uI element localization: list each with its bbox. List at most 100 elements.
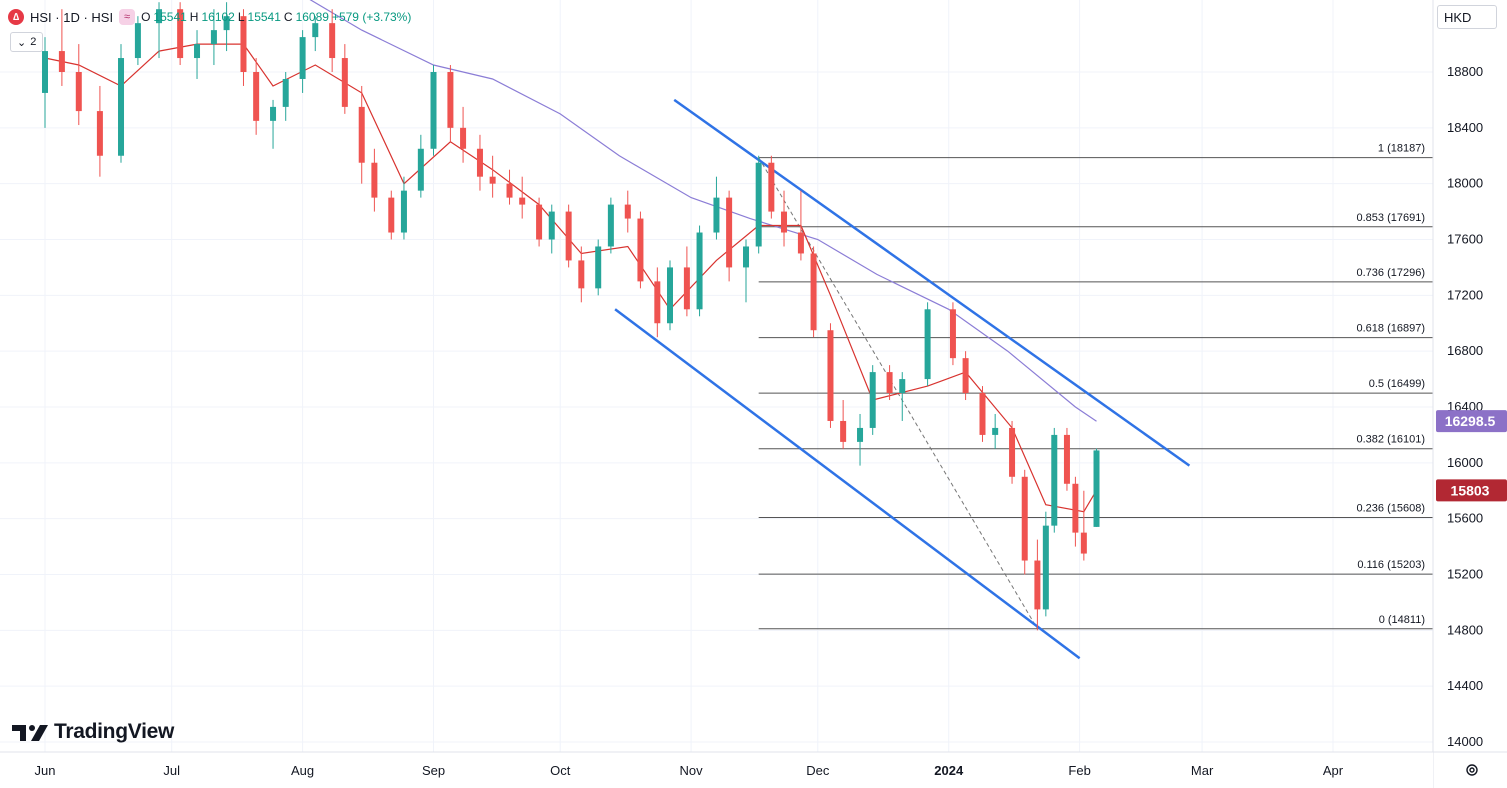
candle-body	[869, 372, 876, 428]
candle-down	[827, 323, 834, 428]
candle-up	[713, 176, 720, 240]
price-tick-label: 17600	[1447, 232, 1483, 247]
time-tick-label: 2024	[934, 763, 964, 778]
candle-up	[223, 2, 230, 52]
candle-up	[857, 413, 864, 466]
fib-level-label: 0 (14811)	[1379, 614, 1425, 626]
tradingview-logo-icon	[12, 725, 48, 741]
price-tick-label: 15200	[1447, 567, 1483, 582]
candle-down	[1009, 420, 1016, 484]
fib-level-label: 1 (18187)	[1378, 143, 1425, 155]
candle-body	[548, 211, 555, 240]
candle-body	[489, 176, 496, 184]
candle-body	[840, 420, 847, 442]
change-value: +579 (+3.73%)	[331, 10, 412, 24]
fib-level-label: 0.5 (16499)	[1369, 378, 1425, 390]
ohlc-values: O 15541 H 16102 L 15541 C 16089 +579 (+3.73%…	[141, 10, 411, 24]
candle-up	[1093, 448, 1100, 527]
candle-down	[460, 106, 467, 163]
open-key: O	[141, 10, 151, 24]
chart-legend: ∆ HSI · 1D · HSI ≈ O 15541 H 16102 L 15541 …	[8, 6, 411, 28]
candle-body	[118, 58, 125, 156]
candle-up	[210, 9, 217, 66]
candle-body	[341, 58, 348, 107]
candle-body	[519, 197, 526, 205]
candle-down	[565, 204, 572, 268]
candle-body	[827, 330, 834, 421]
fib-level-label: 0.116 (15203)	[1357, 559, 1425, 571]
candle-body	[696, 232, 703, 310]
candle-body	[713, 197, 720, 233]
candle-body	[899, 379, 906, 394]
candle-body	[578, 260, 585, 289]
candle-down	[1080, 490, 1087, 561]
candle-up	[743, 239, 750, 303]
candle-body	[253, 72, 260, 121]
symbol-title[interactable]: HSI · 1D · HSI	[30, 9, 114, 25]
candle-body	[654, 281, 661, 324]
candle-up	[194, 30, 201, 79]
candle-down	[506, 169, 513, 205]
price-tick-label: 16000	[1447, 455, 1483, 470]
candle-body	[726, 197, 733, 268]
settings-gear-icon[interactable]	[1462, 760, 1482, 780]
symbol-logo-icon: ∆	[8, 9, 24, 25]
candle-up	[992, 413, 999, 449]
candle-body	[506, 183, 513, 198]
price-tag-background	[1436, 410, 1507, 433]
ma-slow-line	[309, 0, 1097, 422]
candle-down	[768, 155, 775, 219]
candle-up	[924, 302, 931, 387]
candle-body	[417, 148, 424, 191]
candle-up	[696, 225, 703, 317]
fib-retracement[interactable]: 1 (18187) 0.853 (17691) 0.736 (17296) 0.618…	[758, 143, 1433, 630]
candle-down	[96, 85, 103, 177]
candle-body	[312, 23, 319, 38]
tradingview-logo-text: TradingView	[54, 720, 175, 743]
price-tick-label: 18800	[1447, 64, 1483, 79]
candle-down	[726, 190, 733, 282]
fib-level-label: 0.853 (17691)	[1357, 212, 1426, 224]
candle-up	[118, 44, 125, 163]
candle-body	[781, 211, 788, 233]
time-tick-label: Apr	[1323, 763, 1344, 778]
close-value: 16089	[295, 10, 329, 24]
ma-fast-line	[44, 43, 1098, 513]
candle-down	[177, 2, 184, 66]
candle-body	[768, 162, 775, 212]
candle-down	[683, 246, 690, 317]
candle-body	[924, 309, 931, 380]
candle-body	[624, 204, 631, 219]
candle-body	[565, 211, 572, 261]
candle-body	[400, 190, 407, 233]
price-tick-label: 14800	[1447, 622, 1483, 637]
tradingview-logo[interactable]: TradingView	[12, 720, 174, 744]
channel-upper-line	[673, 98, 1191, 467]
candle-down	[341, 44, 348, 114]
indicator-icon[interactable]: ≈	[119, 9, 136, 25]
candle-body	[270, 106, 277, 121]
candle-body	[177, 9, 184, 59]
candle-down	[1063, 427, 1070, 491]
candle-up	[417, 134, 424, 198]
candle-body	[447, 72, 454, 128]
open-value: 15541	[153, 10, 187, 24]
fib-level-label: 0.382 (16101)	[1357, 434, 1426, 446]
price-tick-label: 14400	[1447, 678, 1483, 693]
candle-body	[1021, 476, 1028, 561]
candle-body	[992, 427, 999, 435]
time-tick-label: Jul	[163, 763, 180, 778]
chevron-down-icon: ⌄	[17, 36, 27, 49]
indicator-count: 2	[30, 36, 37, 48]
candle-down	[624, 190, 631, 233]
candle-body	[388, 197, 395, 233]
currency-selector[interactable]: HKD	[1437, 5, 1497, 29]
candle-down	[886, 365, 893, 401]
candle-down	[781, 190, 788, 247]
price-axis-background	[1433, 0, 1507, 788]
channel-lines[interactable]	[614, 98, 1191, 660]
indicators-collapse-button[interactable]: ⌄ 2	[10, 32, 44, 52]
candle-down	[637, 211, 644, 289]
